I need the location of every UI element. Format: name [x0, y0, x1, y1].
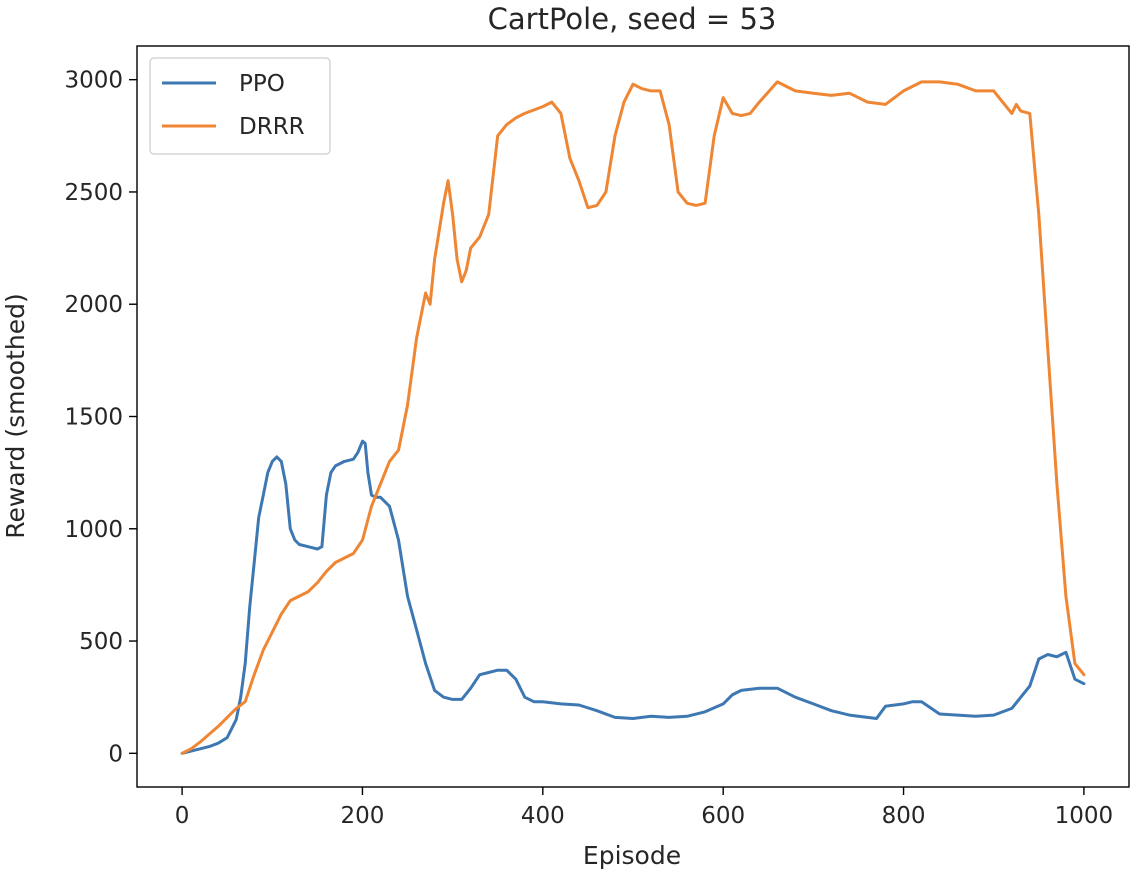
y-axis: 0 500 1000 1500 2000 2500 3000 [64, 68, 137, 767]
legend-label-ppo: PPO [239, 71, 285, 97]
x-axis-label: Episode [583, 841, 681, 870]
x-tick-label: 400 [521, 803, 565, 829]
x-tick-label: 800 [882, 803, 926, 829]
x-tick-label: 0 [175, 803, 190, 829]
legend-label-drrr: DRRR [239, 114, 305, 140]
y-tick-label: 1000 [64, 517, 123, 543]
chart-title: CartPole, seed = 53 [488, 2, 777, 36]
y-tick-label: 500 [79, 629, 123, 655]
y-tick-label: 1500 [64, 405, 123, 431]
y-tick-label: 2500 [64, 180, 123, 206]
legend: PPO DRRR [149, 57, 331, 155]
plot-area [136, 45, 1130, 788]
y-tick-label: 3000 [64, 68, 123, 94]
series-line-drrr [180, 80, 1086, 755]
x-tick-label: 600 [701, 803, 745, 829]
x-tick-label: 1000 [1055, 803, 1114, 829]
x-tick-label: 200 [341, 803, 385, 829]
y-tick-label: 2000 [64, 292, 123, 318]
series-layer [180, 80, 1086, 755]
y-tick-label: 0 [108, 741, 123, 767]
x-axis: 0 200 400 600 800 1000 [175, 787, 1113, 829]
series-line-ppo [180, 439, 1086, 755]
y-axis-label: Reward (smoothed) [1, 293, 30, 538]
